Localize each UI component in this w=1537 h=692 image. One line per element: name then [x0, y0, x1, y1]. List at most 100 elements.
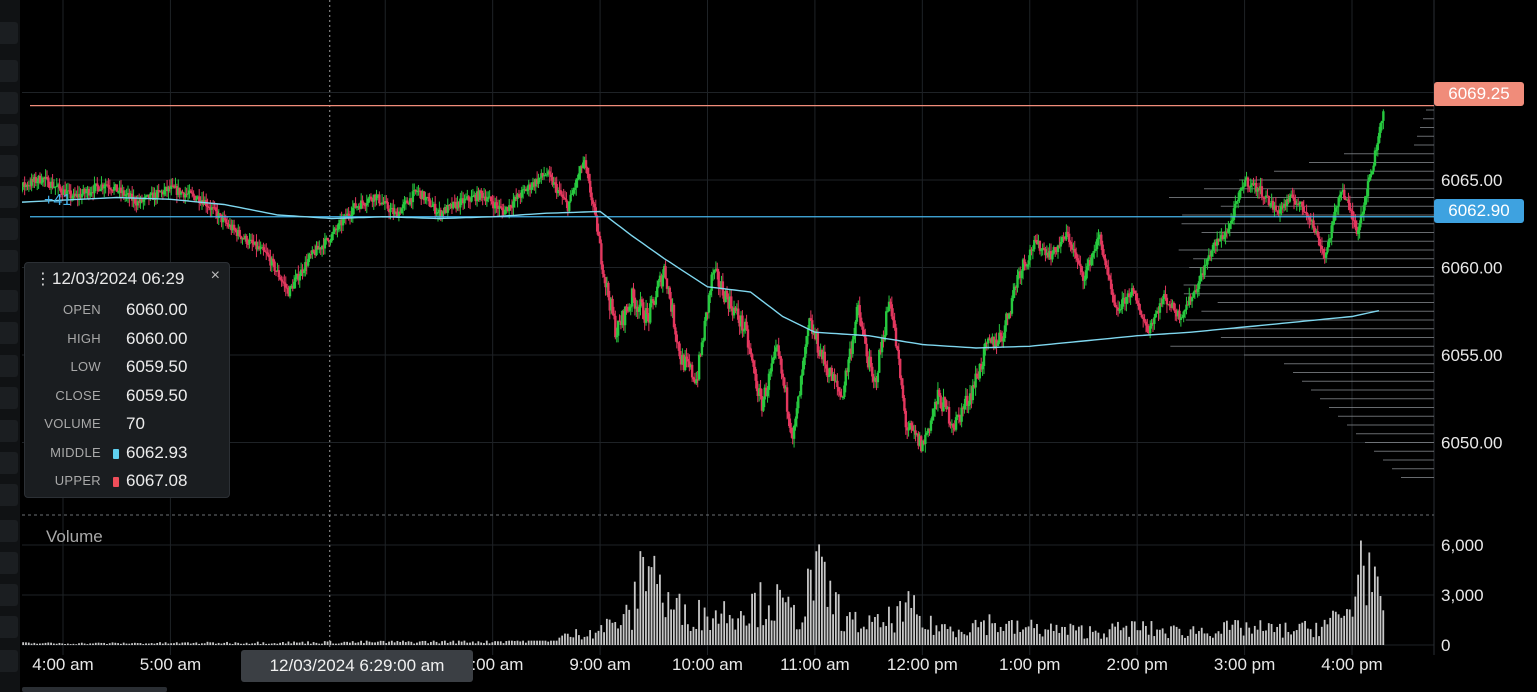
candle-body — [537, 178, 540, 184]
volume-bar — [399, 641, 402, 645]
rail-button-2[interactable] — [0, 92, 18, 114]
candle-body — [415, 191, 419, 193]
price-chart-svg[interactable]: 4:00 am 5:00 am 8:00 am 9:00 am 10:00 am 11:0… — [22, 0, 1537, 692]
volume-bar — [737, 618, 740, 645]
candle-body — [912, 430, 916, 432]
candle-body — [700, 342, 704, 355]
candle-body — [105, 184, 109, 186]
candle-body — [836, 380, 839, 388]
candle-body — [322, 245, 325, 249]
candle-body — [854, 321, 857, 337]
rail-button-8[interactable] — [0, 290, 18, 312]
candle-body — [142, 199, 145, 202]
candle-body — [411, 191, 415, 203]
rail-button-4[interactable] — [0, 155, 18, 177]
candle-body — [211, 207, 215, 209]
rail-button-0[interactable] — [0, 22, 18, 44]
drag-handle-icon[interactable]: ⋮ — [35, 271, 51, 288]
candle-body — [262, 247, 265, 251]
volume-bar — [1295, 630, 1298, 645]
candle-body — [1034, 239, 1037, 241]
volume-bar — [650, 567, 653, 645]
candle-body — [1309, 219, 1312, 222]
candle-body — [663, 266, 666, 276]
candle-body — [87, 189, 91, 196]
volume-bar — [946, 629, 949, 645]
volume-bar — [1086, 638, 1089, 645]
candle-body — [302, 270, 306, 273]
candle-body — [1104, 258, 1107, 266]
volume-bar — [78, 643, 80, 645]
volume-bar — [854, 611, 857, 645]
candle-body — [1366, 181, 1370, 197]
candle-body — [696, 379, 699, 381]
candle-body — [1278, 209, 1282, 214]
candle-body — [290, 285, 293, 287]
volume-bar — [256, 641, 259, 645]
chart-area[interactable]: 4:00 am 5:00 am 8:00 am 9:00 am 10:00 am 11:0… — [22, 0, 1537, 692]
volume-bar — [187, 642, 189, 645]
close-icon[interactable]: × — [210, 267, 220, 284]
candle-body — [1058, 245, 1061, 247]
candle-body — [1368, 177, 1371, 182]
rail-button-19[interactable] — [0, 650, 18, 672]
candle-body — [769, 371, 772, 374]
candle-body — [935, 401, 938, 405]
volume-bar — [670, 609, 672, 645]
volume-bar — [935, 625, 938, 645]
rail-button-12[interactable] — [0, 420, 18, 442]
candle-body — [727, 296, 730, 309]
candle-body — [1116, 307, 1120, 311]
volume-bar — [1312, 637, 1315, 645]
rail-button-13[interactable] — [0, 452, 18, 474]
volume-bar — [586, 636, 589, 645]
candle-body — [353, 203, 356, 208]
rail-button-15[interactable] — [0, 520, 18, 542]
volume-bar — [173, 643, 175, 645]
candle-body — [829, 367, 832, 376]
candle-body — [771, 358, 775, 364]
candle-body — [1060, 236, 1064, 242]
rail-button-6[interactable] — [0, 218, 18, 240]
candle-body — [182, 192, 186, 198]
volume-bar — [1069, 623, 1072, 645]
candle-body — [1228, 223, 1231, 229]
volume-bar — [323, 641, 326, 645]
rail-button-9[interactable] — [0, 322, 18, 344]
candle-body — [1063, 238, 1067, 240]
rail-button-18[interactable] — [0, 616, 18, 638]
bottom-scroll-handle[interactable] — [22, 687, 167, 692]
candle-body — [862, 329, 866, 335]
rail-button-10[interactable] — [0, 355, 18, 377]
volume-bar — [477, 641, 480, 645]
volume-bar — [1027, 626, 1030, 645]
volume-bar — [1024, 627, 1027, 645]
rail-button-5[interactable] — [0, 186, 18, 208]
candle-body — [139, 198, 142, 203]
rail-button-11[interactable] — [0, 387, 18, 409]
volume-bar — [226, 641, 228, 645]
candle-body — [188, 190, 191, 194]
volume-bar — [1016, 620, 1019, 645]
candle-body — [1242, 186, 1245, 188]
rail-button-3[interactable] — [0, 124, 18, 146]
volume-bar — [192, 642, 195, 645]
candle-body — [163, 190, 166, 195]
candle-body — [901, 385, 905, 398]
candle-body — [565, 199, 568, 203]
ohlc-tooltip-panel[interactable]: ⋮ 12/03/2024 06:29 × OPEN 6060.00 HIGH 6060… — [24, 262, 230, 498]
candle-body — [710, 274, 713, 291]
candle-body — [635, 306, 638, 309]
candle-body — [1241, 187, 1244, 189]
rail-button-7[interactable] — [0, 250, 18, 272]
candle-body — [975, 373, 979, 377]
candle-body — [569, 194, 572, 202]
time-axis-label: 12:00 pm — [887, 655, 958, 674]
rail-button-14[interactable] — [0, 484, 18, 506]
candle-body — [174, 186, 177, 188]
rail-button-16[interactable] — [0, 552, 18, 574]
candle-body — [452, 201, 455, 209]
rail-button-17[interactable] — [0, 584, 18, 606]
rail-button-1[interactable] — [0, 60, 18, 82]
candle-body — [725, 290, 729, 297]
